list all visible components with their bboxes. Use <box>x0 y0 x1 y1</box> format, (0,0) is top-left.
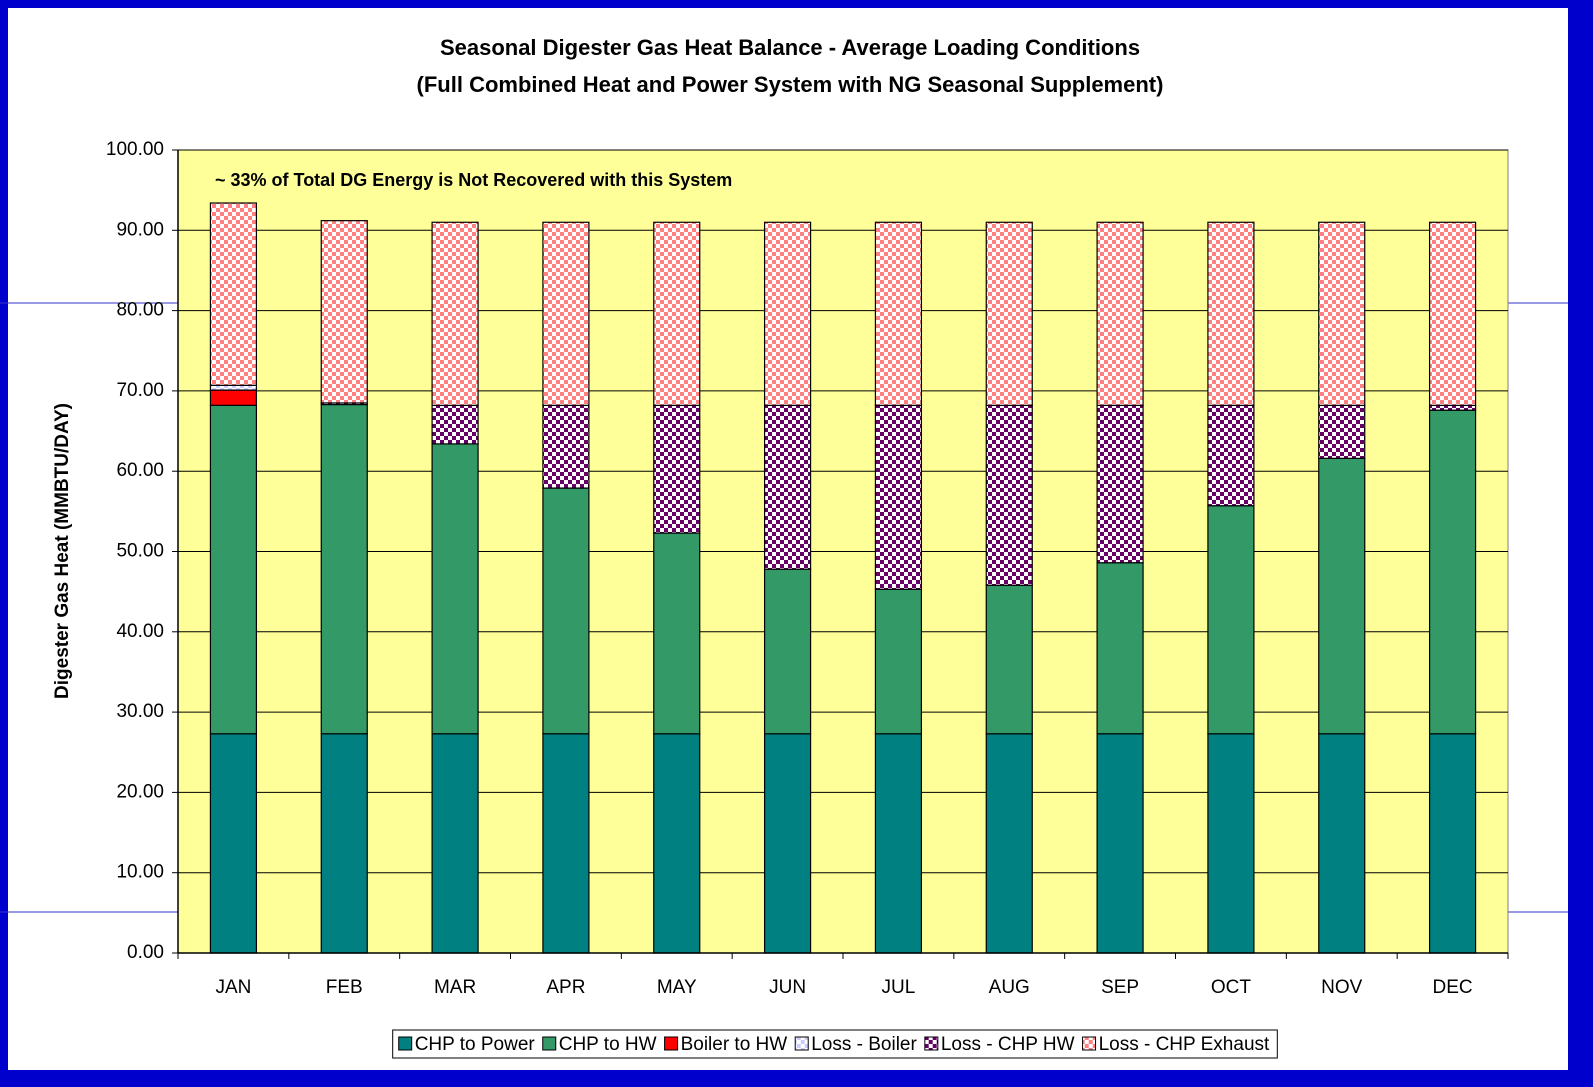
bar-segment <box>1428 221 1477 406</box>
bar-segment <box>653 733 701 954</box>
bar-segment <box>320 403 368 735</box>
bar-segment <box>1207 404 1255 507</box>
legend-box <box>392 1029 1278 1059</box>
bar-segment <box>653 404 701 534</box>
bar-segment <box>763 733 812 954</box>
x-tick-label: APR <box>546 977 585 998</box>
bar-segment <box>431 221 479 406</box>
bar-segment <box>763 221 812 406</box>
legend-swatch <box>398 1036 413 1051</box>
bar-segment <box>1207 221 1255 406</box>
bar-segment <box>1318 221 1366 406</box>
y-tick-label: 90.00 <box>116 219 164 240</box>
chart: Seasonal Digester Gas Heat Balance - Ave… <box>52 35 1509 1059</box>
x-tick-label: SEP <box>1101 977 1139 998</box>
bar-segment <box>1428 404 1477 411</box>
x-tick-label: AUG <box>989 977 1030 998</box>
x-tick-label: JUL <box>882 977 916 998</box>
bar-segment <box>874 733 923 954</box>
bar-segment <box>1318 457 1366 735</box>
bar-segment <box>320 733 368 954</box>
y-tick-label: 40.00 <box>116 621 164 642</box>
x-tick-label: OCT <box>1211 977 1252 998</box>
legend-swatch <box>794 1036 809 1051</box>
bar-segment <box>1096 562 1144 735</box>
chart-title: Seasonal Digester Gas Heat Balance - Ave… <box>440 35 1140 60</box>
bar-segment <box>209 202 258 386</box>
legend-label: Boiler to HW <box>681 1034 788 1055</box>
y-tick-label: 30.00 <box>116 701 164 722</box>
legend-swatch <box>1082 1036 1097 1051</box>
y-tick-label: 10.00 <box>116 862 164 883</box>
legend-swatch <box>924 1036 939 1051</box>
y-tick-label: 20.00 <box>116 781 164 802</box>
bar-segment <box>985 404 1033 586</box>
x-tick-label: NOV <box>1321 977 1363 998</box>
bar-segment <box>209 384 258 391</box>
legend-label: CHP to Power <box>415 1034 536 1055</box>
legend-label: CHP to HW <box>559 1034 657 1055</box>
bar-segment <box>1428 733 1477 954</box>
bar-segment <box>320 220 368 404</box>
bar-segment <box>1318 733 1366 954</box>
bar-segment <box>542 221 590 406</box>
bar-segment <box>1096 221 1144 406</box>
bar-segment <box>1096 733 1144 954</box>
bar-segment <box>431 404 479 445</box>
legend-swatch <box>664 1036 679 1051</box>
y-tick-label: 100.00 <box>106 139 164 160</box>
bar-segment <box>1096 404 1144 564</box>
bar-segment <box>874 404 923 590</box>
bar-segment <box>1318 404 1366 459</box>
bar-segment <box>985 584 1033 735</box>
x-tick-label: JAN <box>215 977 251 998</box>
bar-segment <box>542 733 590 954</box>
bar-segment <box>653 532 701 735</box>
x-tick-label: FEB <box>326 977 363 998</box>
y-axis-label: Digester Gas Heat (MMBTU/DAY) <box>52 403 73 699</box>
bar-segment <box>874 221 923 406</box>
bar-segment <box>874 588 923 735</box>
bar-segment <box>1207 733 1255 954</box>
bar-segment <box>653 221 701 406</box>
bar-segment <box>985 733 1033 954</box>
bar-segment <box>763 404 812 570</box>
x-tick-label: DEC <box>1433 977 1473 998</box>
bar-segment <box>763 568 812 735</box>
y-tick-label: 80.00 <box>116 300 164 321</box>
annotation: ~ 33% of Total DG Energy is Not Recovere… <box>215 170 732 190</box>
x-tick-label: MAY <box>657 977 697 998</box>
bar-segment <box>209 733 258 954</box>
legend-label: Loss - Boiler <box>811 1034 917 1055</box>
bar-segment <box>431 733 479 954</box>
legend: CHP to Power CHP to HW Boiler to HW Loss - … <box>392 1029 1278 1059</box>
bar-segment <box>1428 409 1477 735</box>
x-tick-label: MAR <box>434 977 476 998</box>
y-tick-label: 50.00 <box>116 541 164 562</box>
bar-segment <box>985 221 1033 406</box>
legend-swatch <box>542 1036 557 1051</box>
legend-label: Loss - CHP Exhaust <box>1099 1034 1270 1055</box>
bar-segment <box>542 404 590 489</box>
y-tick-label: 0.00 <box>127 942 164 963</box>
chart-subtitle: (Full Combined Heat and Power System wit… <box>417 72 1164 97</box>
y-tick-label: 60.00 <box>116 460 164 481</box>
bar-segment <box>542 487 590 735</box>
y-tick-label: 70.00 <box>116 380 164 401</box>
bar-segment <box>431 443 479 735</box>
bar-segment <box>1207 505 1255 735</box>
bar-segment <box>209 389 258 406</box>
bar-segment <box>209 404 258 735</box>
legend-label: Loss - CHP HW <box>941 1034 1075 1055</box>
x-tick-label: JUN <box>769 977 806 998</box>
